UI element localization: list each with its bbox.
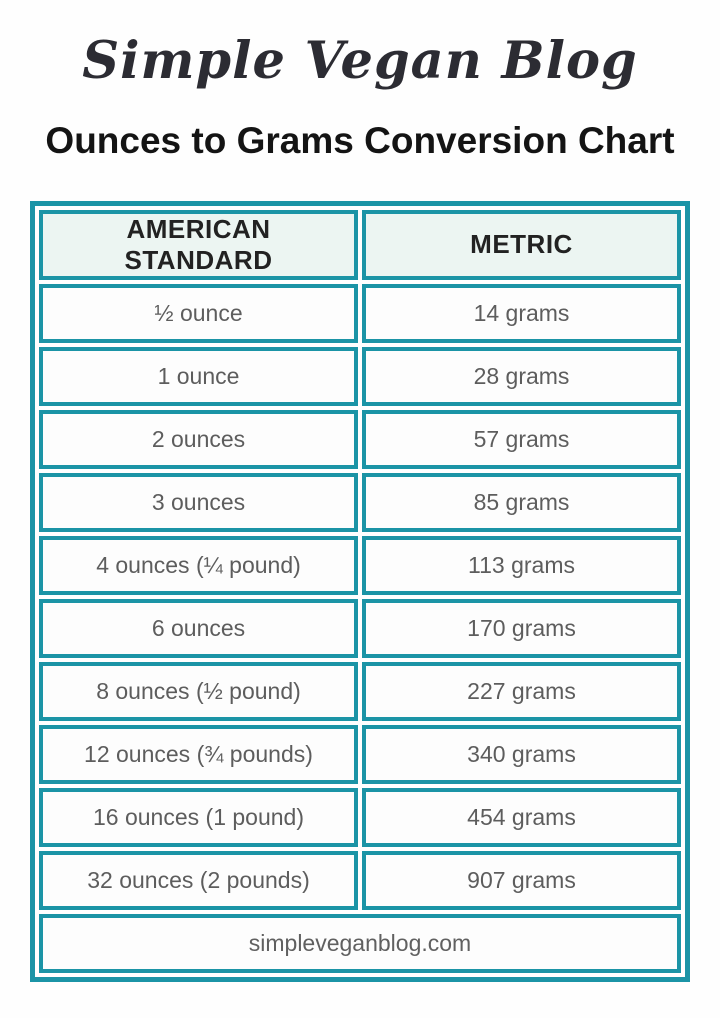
website-url: simpleveganblog.com xyxy=(39,913,681,973)
table-row: ½ ounce 14 grams xyxy=(39,283,681,343)
table-row: 16 ounces (1 pound) 454 grams xyxy=(39,787,681,847)
table-row: 2 ounces 57 grams xyxy=(39,409,681,469)
standard-cell: 2 ounces xyxy=(39,409,358,469)
table-row: 8 ounces (½ pound) 227 grams xyxy=(39,661,681,721)
metric-cell: 227 grams xyxy=(362,661,681,721)
page-title: Ounces to Grams Conversion Chart xyxy=(45,120,675,162)
metric-cell: 85 grams xyxy=(362,472,681,532)
table-row: 4 ounces (¼ pound) 113 grams xyxy=(39,535,681,595)
metric-cell: 907 grams xyxy=(362,850,681,910)
standard-cell: 6 ounces xyxy=(39,598,358,658)
table-row: 3 ounces 85 grams xyxy=(39,472,681,532)
standard-cell: ½ ounce xyxy=(39,283,358,343)
header-american-standard: AMERICAN STANDARD xyxy=(39,209,358,280)
standard-cell: 32 ounces (2 pounds) xyxy=(39,850,358,910)
conversion-table: AMERICAN STANDARD METRIC ½ ounce 14 gram… xyxy=(30,200,690,982)
header-metric: METRIC xyxy=(362,209,681,280)
metric-cell: 170 grams xyxy=(362,598,681,658)
standard-cell: 16 ounces (1 pound) xyxy=(39,787,358,847)
standard-cell: 8 ounces (½ pound) xyxy=(39,661,358,721)
metric-cell: 57 grams xyxy=(362,409,681,469)
metric-cell: 113 grams xyxy=(362,535,681,595)
metric-cell: 28 grams xyxy=(362,346,681,406)
metric-cell: 14 grams xyxy=(362,283,681,343)
metric-cell: 340 grams xyxy=(362,724,681,784)
footer-row: simpleveganblog.com xyxy=(39,913,681,973)
header-row: AMERICAN STANDARD METRIC xyxy=(39,209,681,280)
metric-cell: 454 grams xyxy=(362,787,681,847)
standard-cell: 3 ounces xyxy=(39,472,358,532)
table-row: 1 ounce 28 grams xyxy=(39,346,681,406)
standard-cell: 4 ounces (¼ pound) xyxy=(39,535,358,595)
standard-cell: 12 ounces (¾ pounds) xyxy=(39,724,358,784)
standard-cell: 1 ounce xyxy=(39,346,358,406)
table-row: 6 ounces 170 grams xyxy=(39,598,681,658)
table-row: 12 ounces (¾ pounds) 340 grams xyxy=(39,724,681,784)
table-row: 32 ounces (2 pounds) 907 grams xyxy=(39,850,681,910)
site-logo: Simple Vegan Blog xyxy=(82,31,638,91)
